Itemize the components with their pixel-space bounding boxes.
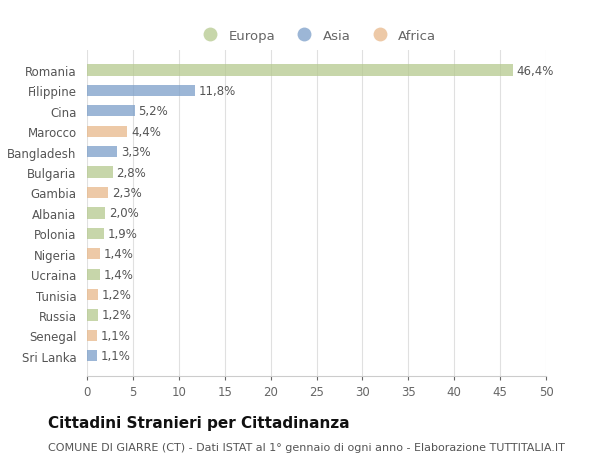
Text: 2,0%: 2,0% xyxy=(109,207,139,220)
Bar xyxy=(87,86,196,97)
Bar xyxy=(87,65,513,77)
Bar xyxy=(87,126,127,138)
Bar xyxy=(87,350,97,362)
Text: 2,8%: 2,8% xyxy=(116,166,146,179)
Text: COMUNE DI GIARRE (CT) - Dati ISTAT al 1° gennaio di ogni anno - Elaborazione TUT: COMUNE DI GIARRE (CT) - Dati ISTAT al 1°… xyxy=(48,442,565,452)
Bar xyxy=(87,106,135,117)
Bar xyxy=(87,167,113,178)
Bar xyxy=(87,208,106,219)
Bar xyxy=(87,330,97,341)
Bar xyxy=(87,310,98,321)
Text: 1,4%: 1,4% xyxy=(104,248,133,261)
Text: 2,3%: 2,3% xyxy=(112,187,142,200)
Legend: Europa, Asia, Africa: Europa, Asia, Africa xyxy=(191,24,442,48)
Text: 46,4%: 46,4% xyxy=(517,64,554,78)
Bar xyxy=(87,289,98,301)
Text: 4,4%: 4,4% xyxy=(131,125,161,139)
Text: 5,2%: 5,2% xyxy=(139,105,168,118)
Text: 1,2%: 1,2% xyxy=(101,309,131,322)
Bar xyxy=(87,269,100,280)
Bar xyxy=(87,249,100,260)
Text: 1,2%: 1,2% xyxy=(101,288,131,302)
Text: 1,1%: 1,1% xyxy=(101,329,131,342)
Text: 1,4%: 1,4% xyxy=(104,268,133,281)
Bar xyxy=(87,228,104,240)
Bar xyxy=(87,147,117,158)
Text: Cittadini Stranieri per Cittadinanza: Cittadini Stranieri per Cittadinanza xyxy=(48,415,350,431)
Bar xyxy=(87,187,108,199)
Text: 1,1%: 1,1% xyxy=(101,349,131,363)
Text: 1,9%: 1,9% xyxy=(108,227,138,240)
Text: 11,8%: 11,8% xyxy=(199,85,236,98)
Text: 3,3%: 3,3% xyxy=(121,146,151,159)
